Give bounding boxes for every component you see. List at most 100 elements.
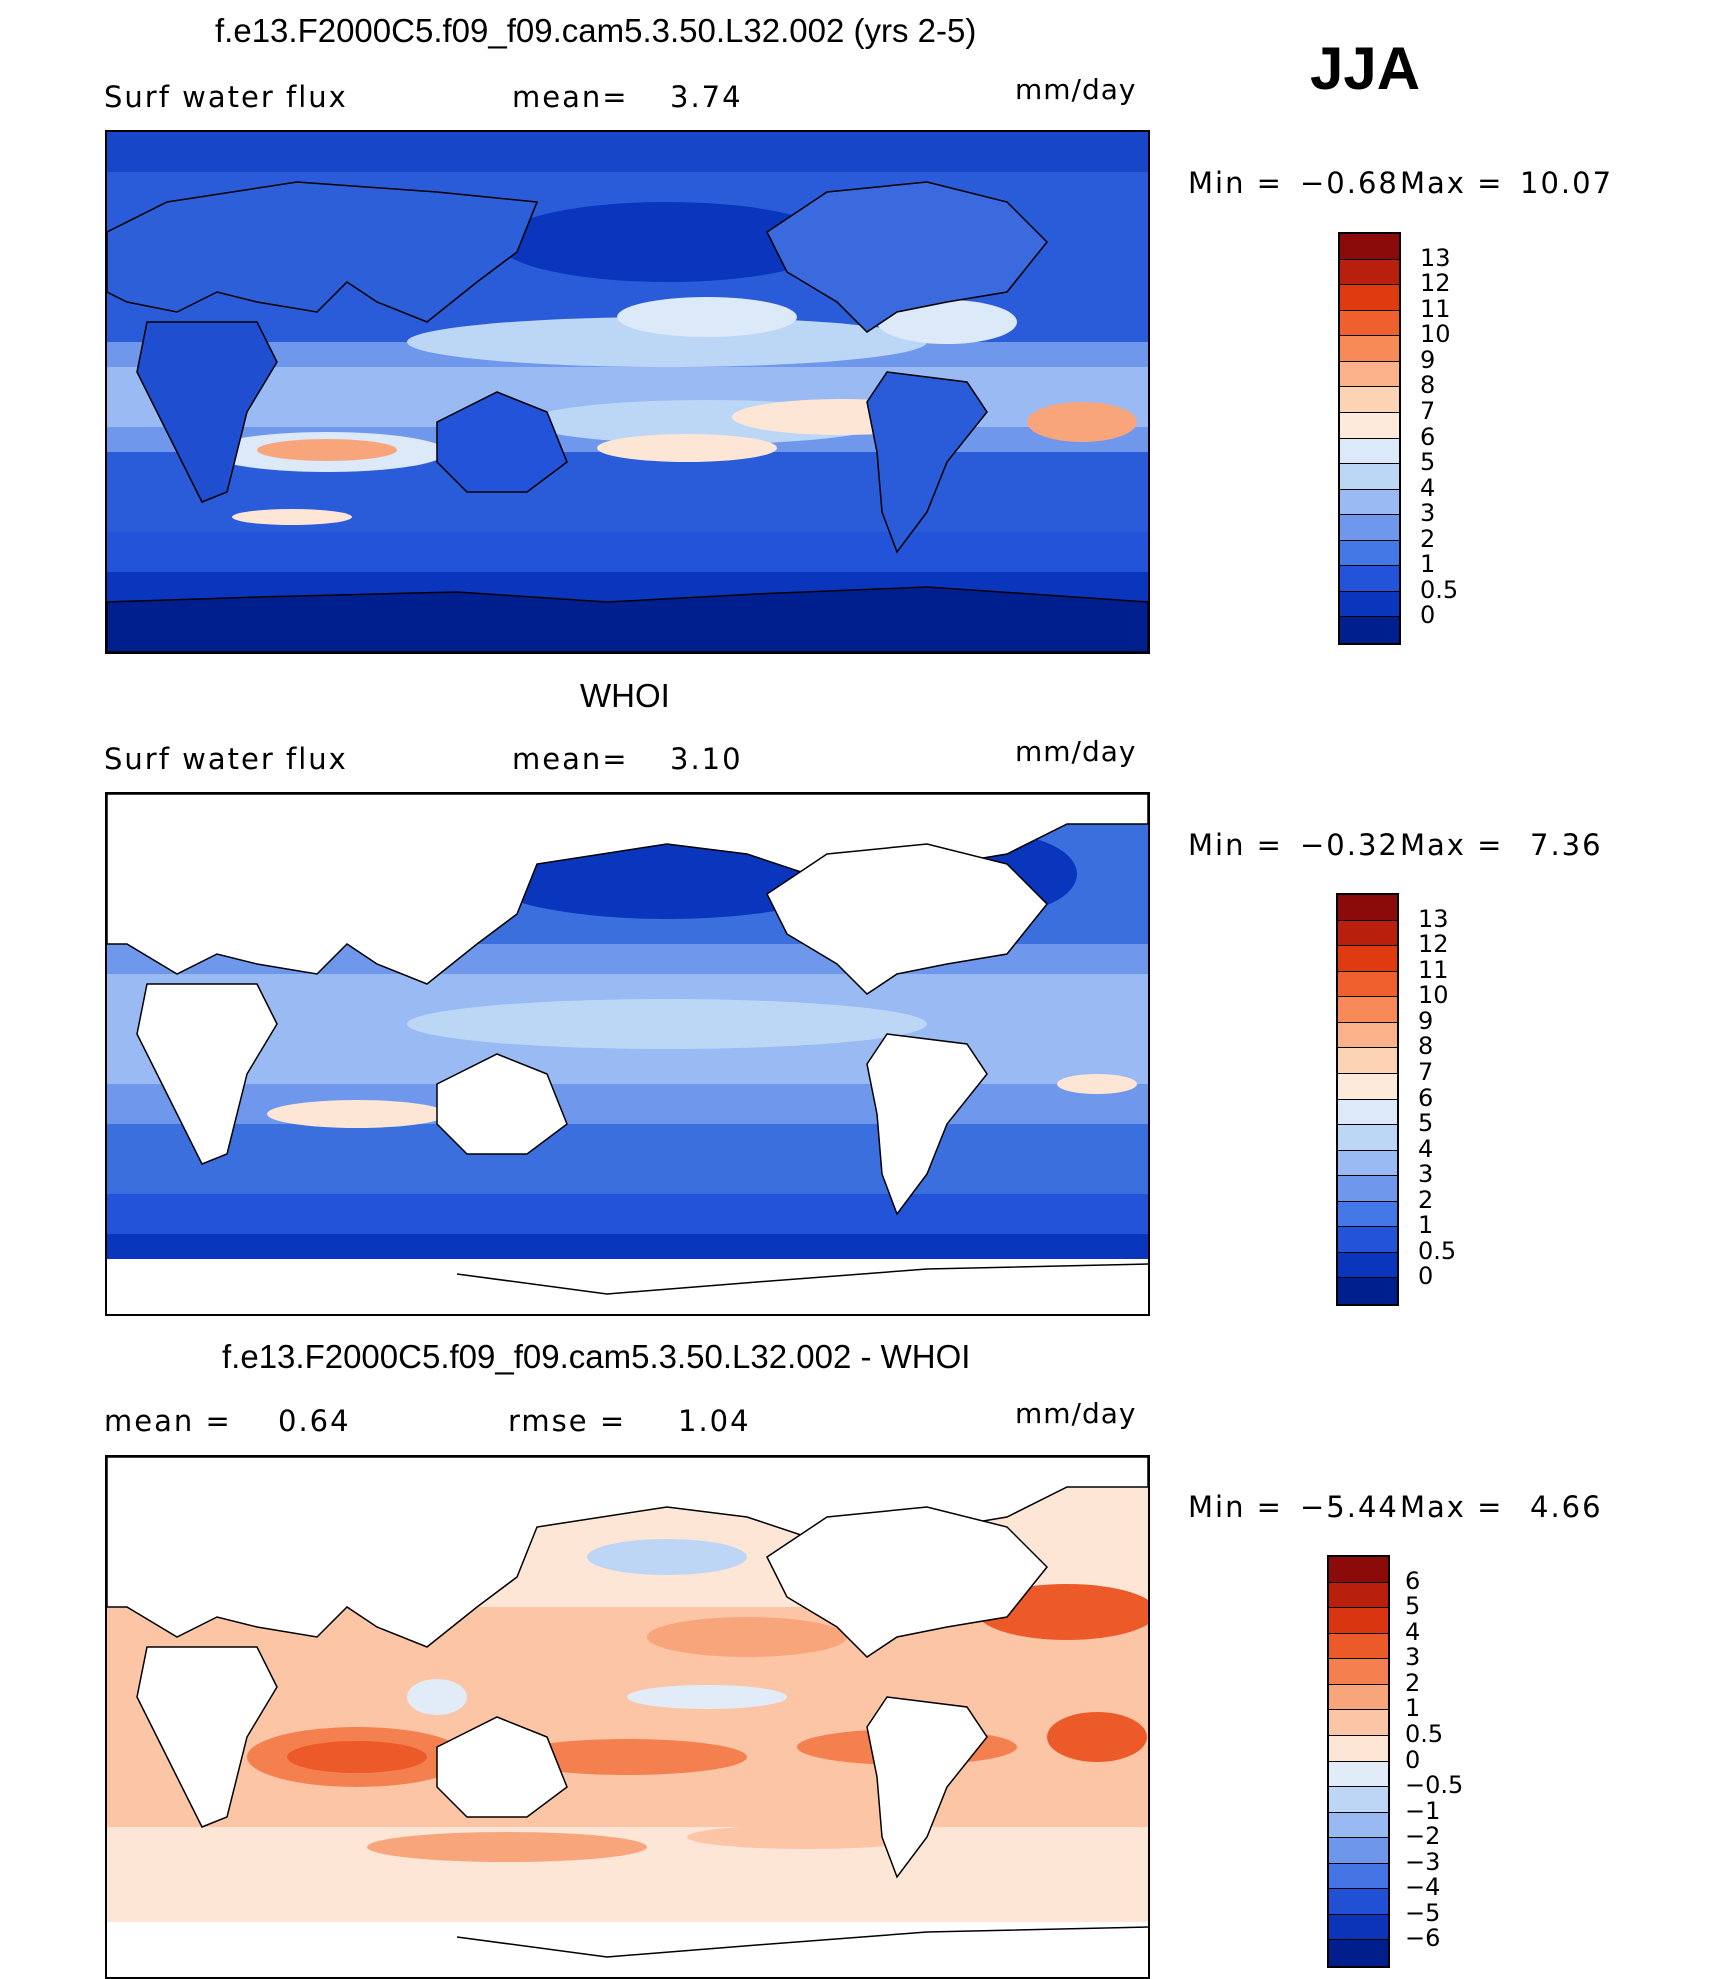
panel-3-units: mm/day <box>1015 1397 1137 1430</box>
panel-3-mean-label: mean = <box>104 1404 232 1438</box>
colorbar-tick-label: 0 <box>1418 1262 1434 1291</box>
colorbar-tick-label: 7 <box>1418 1057 1434 1086</box>
colorbar-segment <box>1340 540 1399 567</box>
colorbar-segment <box>1329 1659 1388 1685</box>
colorbar-tick-label: 2 <box>1420 524 1436 553</box>
colorbar-segment <box>1338 1150 1397 1177</box>
colorbar-tick-label: −4 <box>1405 1873 1441 1902</box>
colorbar-segment <box>1338 920 1397 947</box>
colorbar-segment <box>1338 1252 1397 1279</box>
panel-2-max-label: Max = <box>1400 828 1504 862</box>
colorbar-tick-label: 7 <box>1420 396 1436 425</box>
colorbar-tick-label: 3 <box>1405 1643 1421 1672</box>
colorbar-tick-label: −1 <box>1405 1796 1441 1825</box>
colorbar-tick-label: 2 <box>1405 1668 1421 1697</box>
colorbar-segment <box>1329 1633 1388 1660</box>
colorbar-segment <box>1338 1099 1397 1126</box>
colorbar-segment <box>1338 946 1397 972</box>
colorbar-segment <box>1338 1125 1397 1151</box>
colorbar-segment <box>1338 1278 1397 1304</box>
colorbar-tick-label: 12 <box>1420 269 1451 298</box>
colorbar-tick-label: 9 <box>1420 345 1436 374</box>
colorbar-segment <box>1338 1201 1397 1228</box>
panel-3-max-value: 4.66 <box>1530 1490 1603 1524</box>
panel-3-mean-value: 0.64 <box>278 1404 351 1438</box>
colorbar-tick-label: 5 <box>1420 448 1436 477</box>
colorbar-tick-label: 4 <box>1405 1617 1421 1646</box>
panel-2-units: mm/day <box>1015 735 1137 768</box>
panel-2-colorbar <box>1336 893 1399 1306</box>
colorbar-tick-label: −0.5 <box>1405 1771 1464 1800</box>
panel-3-map <box>105 1455 1150 1979</box>
colorbar-tick-label: 5 <box>1418 1109 1434 1138</box>
panel-3-title: f.e13.F2000C5.f09_f09.cam5.3.50.L32.002 … <box>222 1338 971 1375</box>
panel-3-colorbar-ticks: 6 5 4 3 2 1 0.5 0 −0.5 −1 −2 −3 −4 −5 −6 <box>1405 1555 1495 1968</box>
panel-1-map <box>105 130 1150 654</box>
colorbar-tick-label: 13 <box>1418 904 1449 933</box>
colorbar-segment <box>1340 515 1399 541</box>
colorbar-segment <box>1340 387 1399 413</box>
panel-2-mean-label: mean= <box>512 742 629 776</box>
panel-1-max-label: Max = <box>1400 166 1504 200</box>
colorbar-tick-label: 6 <box>1418 1083 1434 1112</box>
colorbar-segment <box>1329 1761 1388 1788</box>
colorbar-segment <box>1338 1048 1397 1074</box>
panel-1-max-value: 10.07 <box>1520 166 1614 200</box>
panel-2-min-label: Min = <box>1188 828 1283 862</box>
colorbar-segment <box>1329 1812 1388 1839</box>
colorbar-segment <box>1329 1557 1388 1583</box>
colorbar-segment <box>1340 310 1399 337</box>
colorbar-tick-label: 8 <box>1420 371 1436 400</box>
colorbar-segment <box>1340 412 1399 439</box>
colorbar-segment <box>1329 1889 1388 1915</box>
colorbar-tick-label: 13 <box>1420 243 1451 272</box>
colorbar-tick-label: 6 <box>1420 422 1436 451</box>
colorbar-segment <box>1338 1176 1397 1202</box>
colorbar-tick-label: 3 <box>1418 1160 1434 1189</box>
panel-1-colorbar <box>1338 232 1401 645</box>
colorbar-segment <box>1340 361 1399 388</box>
colorbar-segment <box>1340 617 1399 643</box>
panel-3-max-label: Max = <box>1400 1490 1504 1524</box>
panel-2-min-value: −0.32 <box>1300 828 1399 862</box>
colorbar-tick-label: −5 <box>1405 1898 1441 1927</box>
colorbar-tick-label: −6 <box>1405 1924 1441 1953</box>
colorbar-segment <box>1329 1838 1388 1864</box>
colorbar-segment <box>1340 336 1399 362</box>
colorbar-segment <box>1329 1735 1388 1762</box>
colorbar-segment <box>1340 489 1399 516</box>
colorbar-segment <box>1338 895 1397 921</box>
panel-3-colorbar <box>1327 1555 1390 1968</box>
colorbar-segment <box>1340 566 1399 592</box>
colorbar-tick-label: 4 <box>1418 1134 1434 1163</box>
panel-1-min-value: −0.68 <box>1300 166 1399 200</box>
colorbar-segment <box>1329 1787 1388 1813</box>
panel-1-variable-label: Surf water flux <box>104 80 348 114</box>
colorbar-tick-label: 3 <box>1420 499 1436 528</box>
panel-1-mean-value: 3.74 <box>670 80 743 114</box>
colorbar-tick-label: 0.5 <box>1405 1719 1444 1748</box>
colorbar-tick-label: 5 <box>1405 1592 1421 1621</box>
colorbar-tick-label: −3 <box>1405 1847 1441 1876</box>
panel-3-map-field <box>107 1457 1148 1977</box>
colorbar-tick-label: 4 <box>1420 473 1436 502</box>
panel-1-map-field <box>107 132 1148 652</box>
colorbar-segment <box>1329 1608 1388 1634</box>
panel-3-rmse-value: 1.04 <box>678 1404 751 1438</box>
colorbar-tick-label: 0.5 <box>1418 1236 1457 1265</box>
panel-1-units: mm/day <box>1015 73 1137 106</box>
colorbar-segment <box>1338 1227 1397 1253</box>
colorbar-segment <box>1329 1940 1388 1966</box>
panel-2-map-field <box>107 794 1148 1314</box>
panel-3-min-value: −5.44 <box>1300 1490 1399 1524</box>
panel-2-max-value: 7.36 <box>1530 828 1603 862</box>
colorbar-tick-label: 8 <box>1418 1032 1434 1061</box>
colorbar-segment <box>1329 1863 1388 1890</box>
colorbar-tick-label: 10 <box>1418 981 1449 1010</box>
colorbar-segment <box>1338 1073 1397 1100</box>
colorbar-tick-label: 10 <box>1420 320 1451 349</box>
panel-1-min-label: Min = <box>1188 166 1283 200</box>
colorbar-tick-label: 2 <box>1418 1185 1434 1214</box>
panel-2-colorbar-ticks: 13 12 11 10 9 8 7 6 5 4 3 2 1 0.5 0 <box>1418 893 1498 1306</box>
panel-3-min-label: Min = <box>1188 1490 1283 1524</box>
